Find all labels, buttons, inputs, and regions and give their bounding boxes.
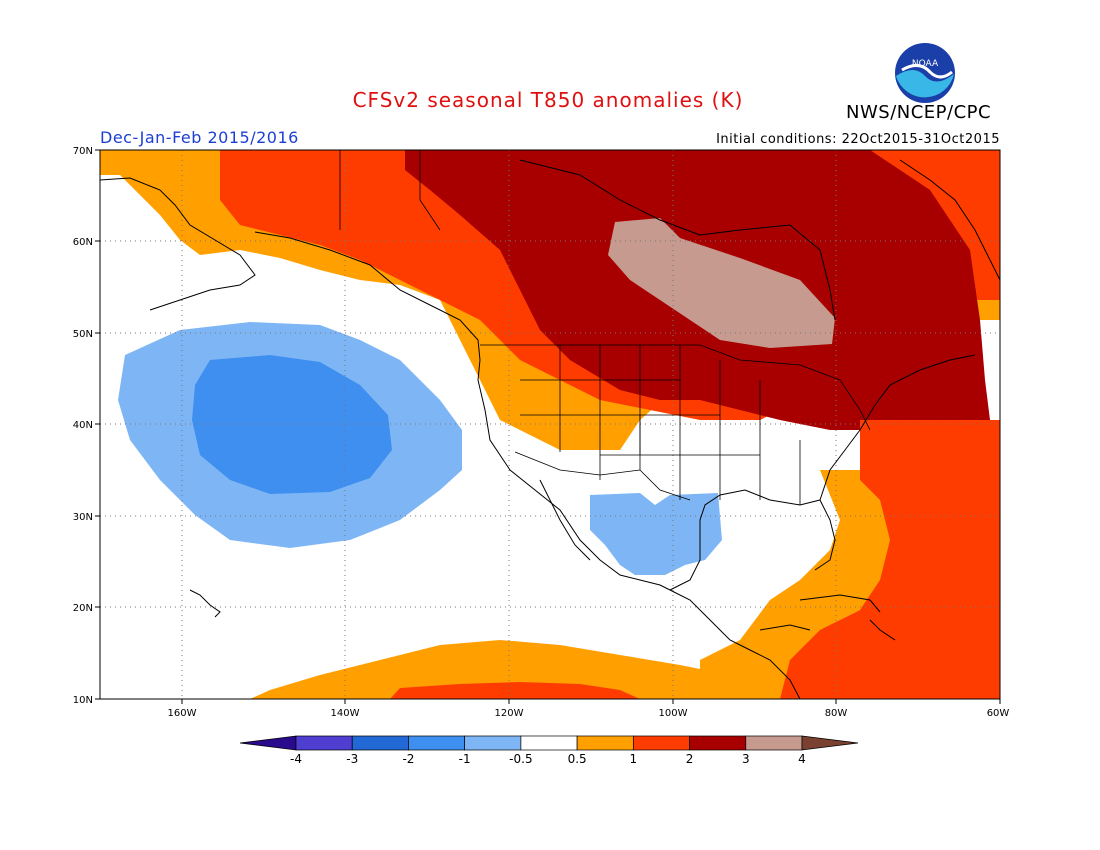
colorbar: -4 -3 -2 -1 -0.5 0.5 1 2 3 4 — [239, 735, 859, 766]
season-label: Dec-Jan-Feb 2015/2016 — [100, 128, 299, 147]
lon-label: 120W — [495, 708, 524, 719]
anomaly-region-cold-south — [590, 493, 722, 575]
colorbar-swatch — [351, 735, 409, 751]
colorbar-label: 2 — [686, 752, 694, 766]
colorbar-label: -3 — [346, 752, 358, 766]
lat-label: 30N — [73, 512, 93, 523]
colorbar-swatch — [464, 735, 522, 751]
lon-label: 140W — [331, 708, 360, 719]
anomaly-region-1-2-east — [780, 420, 1000, 699]
lat-label: 60N — [73, 237, 93, 248]
colorbar-swatch — [745, 735, 803, 751]
lat-label: 50N — [73, 329, 93, 340]
coastlines — [100, 159, 1000, 699]
colorbar-swatch — [576, 735, 634, 751]
colorbar-swatch — [239, 735, 297, 751]
organization-label: NWS/NCEP/CPC — [846, 102, 992, 123]
colorbar-swatch — [689, 735, 747, 751]
lon-label: 100W — [659, 708, 688, 719]
colorbar-swatch — [408, 735, 466, 751]
colorbar-label: 0.5 — [568, 752, 587, 766]
lon-label: 60W — [987, 708, 1010, 719]
colorbar-label: 1 — [630, 752, 638, 766]
anomaly-region-cold-1-2 — [192, 355, 392, 494]
lat-label: 20N — [73, 603, 93, 614]
lon-label: 80W — [825, 708, 848, 719]
colorbar-label: 3 — [742, 752, 750, 766]
colorbar-swatch — [295, 735, 353, 751]
lat-label: 70N — [73, 146, 93, 157]
initial-conditions-label: Initial conditions: 22Oct2015-31Oct2015 — [716, 132, 1000, 147]
graticule — [100, 150, 1000, 699]
anomaly-region-3-4 — [608, 218, 835, 348]
svg-text:NOAA: NOAA — [912, 59, 939, 69]
lon-label: 160W — [168, 708, 197, 719]
colorbar-label: -1 — [459, 752, 471, 766]
anomaly-region-0.5-1-east — [700, 470, 900, 699]
colorbar-swatch — [520, 735, 578, 751]
lat-label: 10N — [73, 695, 93, 706]
colorbar-label: -0.5 — [509, 752, 532, 766]
colorbar-swatch — [632, 735, 690, 751]
borders — [339, 150, 871, 505]
anomaly-region-0.5-1-south — [250, 640, 760, 699]
latitude-axis: 70N 60N 50N 40N 30N 20N 10N — [73, 146, 100, 706]
lat-label: 40N — [73, 420, 93, 431]
colorbar-label: -4 — [290, 752, 302, 766]
colorbar-swatch — [801, 735, 859, 751]
map-title: CFSv2 seasonal T850 anomalies (K) — [352, 88, 744, 112]
anomaly-region-1-2-south — [390, 682, 640, 699]
longitude-axis: 160W 140W 120W 100W 80W 60W — [168, 699, 1010, 719]
colorbar-label: -2 — [402, 752, 414, 766]
colorbar-label: 4 — [798, 752, 806, 766]
noaa-logo-icon: NOAA — [895, 43, 955, 103]
